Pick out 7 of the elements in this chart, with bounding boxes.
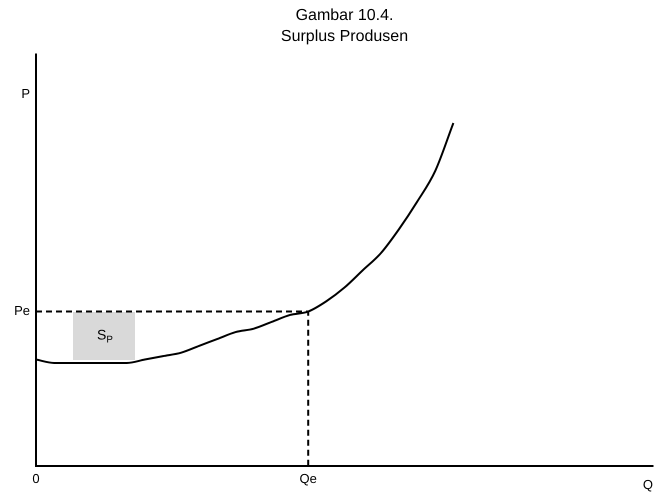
x-axis-title: Q bbox=[642, 476, 653, 492]
chart-subtitle: Surplus Produsen bbox=[280, 28, 408, 46]
chart-title: Gambar 10.4. bbox=[296, 7, 394, 24]
ref-line-label: Pe bbox=[14, 303, 30, 318]
y-axis-title: P bbox=[21, 86, 30, 101]
x-tick-label: 0 bbox=[32, 471, 40, 486]
x-tick-label: Qe bbox=[300, 471, 317, 486]
